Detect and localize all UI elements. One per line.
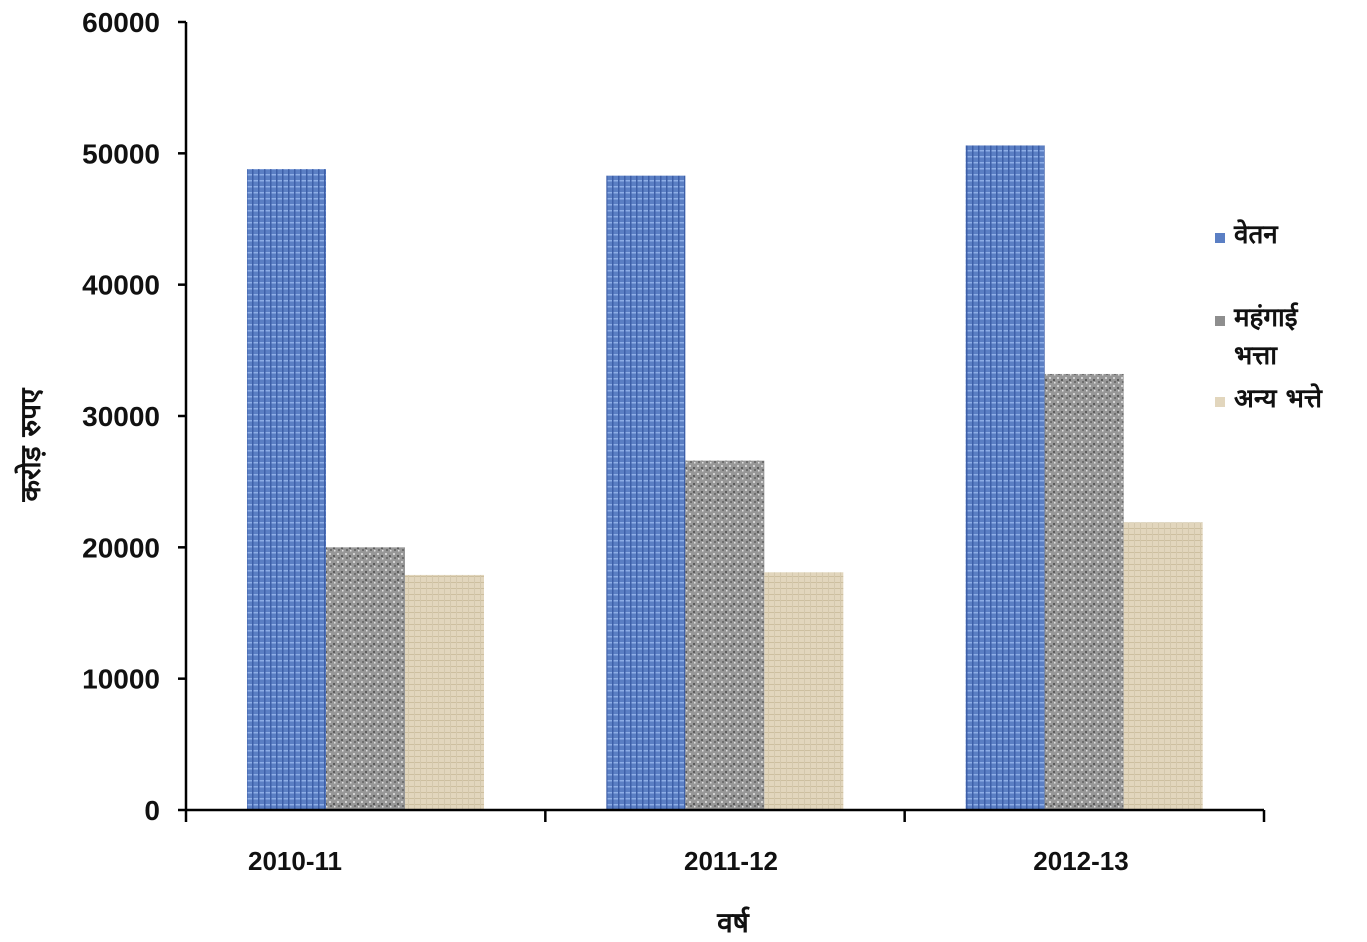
legend-label-1: भत्ता <box>1234 341 1278 371</box>
y-tick-label: 20000 <box>82 532 160 563</box>
x-axis-title: वर्ष <box>716 906 751 939</box>
bars-layer <box>247 145 1203 811</box>
bar-2012-13-series-0 <box>965 145 1045 810</box>
y-tick-label: 10000 <box>82 664 160 695</box>
legend-swatch-0 <box>1215 233 1225 243</box>
axes-layer <box>178 20 1266 822</box>
legend: वेतन महंगाई भत्ता अन्य भत्ते <box>1215 219 1323 414</box>
labels-layer: 0 10000 20000 30000 40000 50000 60000 2010-11 20… <box>14 7 1129 939</box>
y-tick-label: 50000 <box>82 138 160 169</box>
y-tick-label: 0 <box>144 795 160 826</box>
bar-2011-12-series-1 <box>685 460 765 810</box>
y-axis-title: करोड़ रुपए <box>14 387 47 503</box>
bar-2010-11-series-0 <box>247 169 326 811</box>
bar-2011-12-series-0 <box>606 175 686 810</box>
bar-2010-11-series-2 <box>405 574 484 810</box>
legend-swatch-2 <box>1215 397 1225 407</box>
legend-label-1: महंगाई <box>1233 302 1299 333</box>
bar-2012-13-series-1 <box>1044 373 1124 810</box>
bar-2010-11-series-1 <box>326 547 405 810</box>
y-tick-label: 60000 <box>82 7 160 38</box>
x-tick-label: 2010-11 <box>248 846 342 876</box>
x-tick-label: 2012-13 <box>1033 846 1128 876</box>
x-tick-label: 2011-12 <box>684 846 778 876</box>
bar-2012-13-series-2 <box>1123 522 1203 810</box>
legend-swatch-1 <box>1215 316 1225 326</box>
y-tick-label: 30000 <box>82 401 160 432</box>
legend-label-2: अन्य भत्ते <box>1234 383 1323 414</box>
y-tick-label: 40000 <box>82 270 160 301</box>
legend-label-0: वेतन <box>1233 219 1279 250</box>
bar-2011-12-series-2 <box>764 572 844 810</box>
